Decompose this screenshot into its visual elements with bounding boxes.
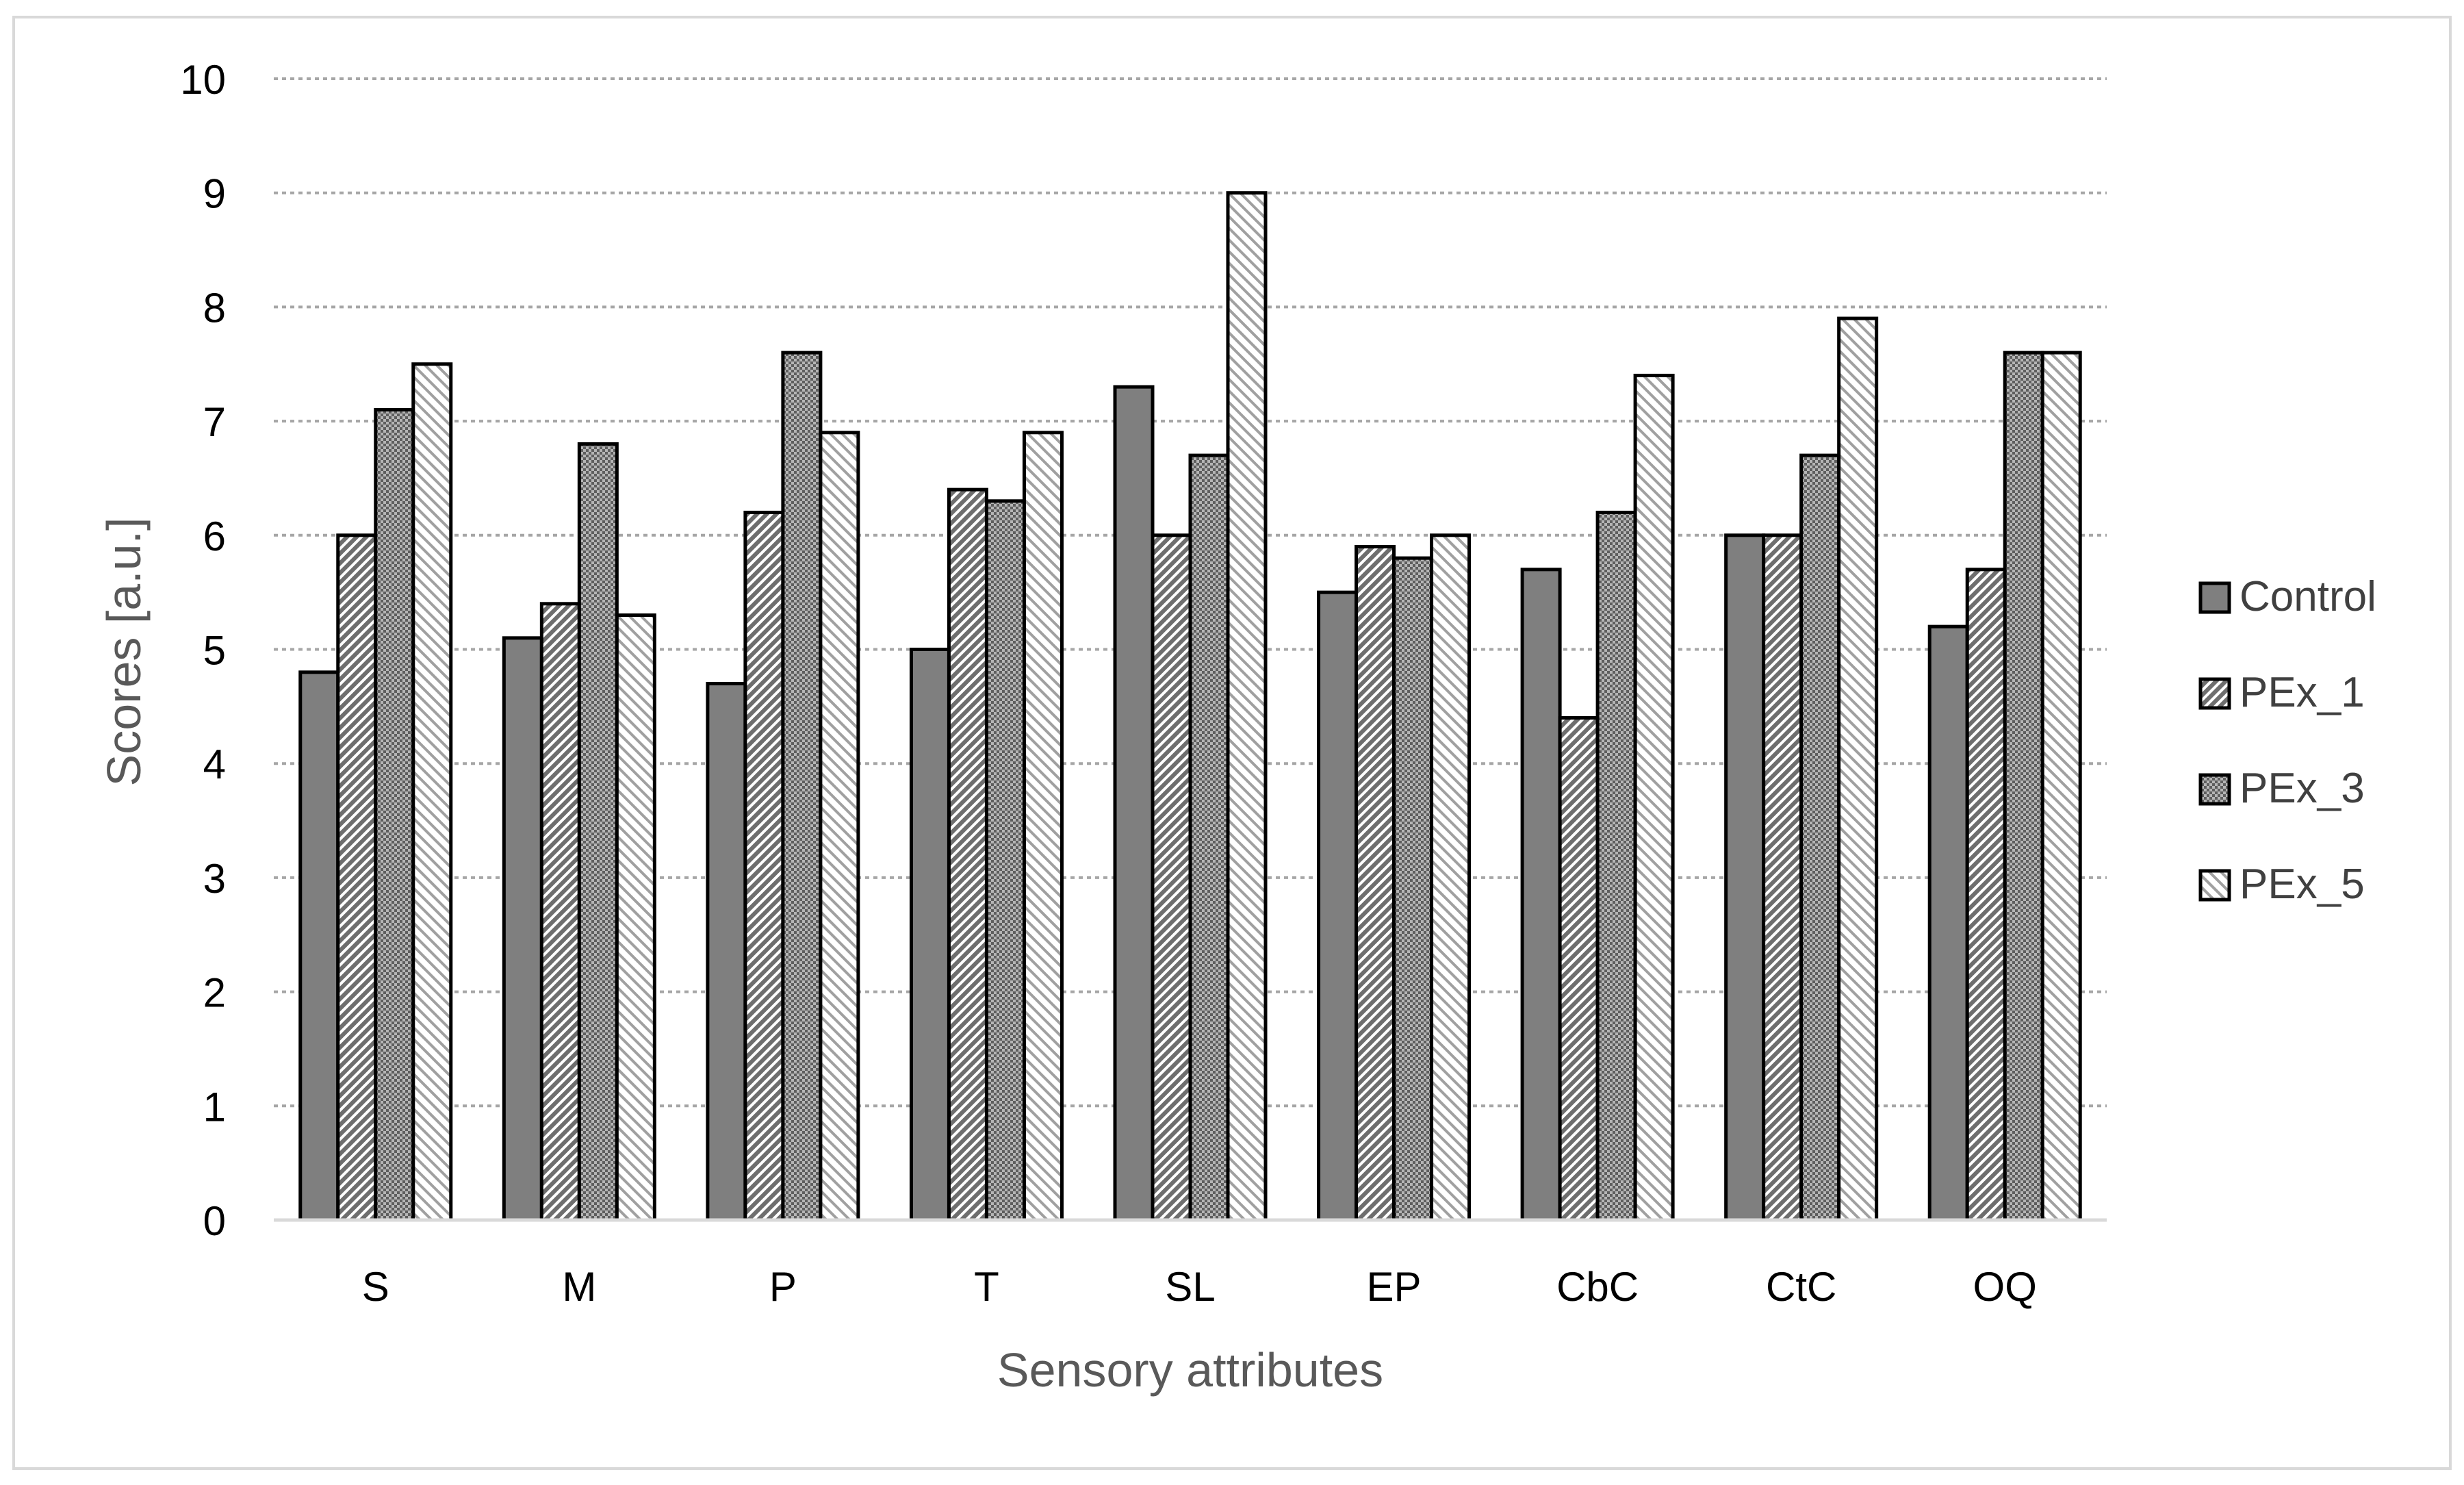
bar-pex-3-oq — [2003, 351, 2044, 1222]
bar-pex-1-oq — [1965, 568, 2007, 1222]
legend-label: PEx_5 — [2240, 861, 2365, 908]
bar-pex-5-cbc — [1633, 373, 1675, 1222]
legend-swatch — [2198, 773, 2231, 806]
y-tick-label: 1 — [203, 1084, 226, 1130]
bar-pex-5-p — [819, 431, 860, 1222]
bar-control-oq — [1927, 624, 1969, 1222]
bar-control-s — [298, 670, 340, 1222]
bar-pex-5-ctc — [1837, 316, 1879, 1222]
bar-pex-1-cbc — [1558, 716, 1600, 1222]
x-tick-label: SL — [1165, 1264, 1215, 1310]
bar-pex-5-ep — [1430, 533, 1472, 1222]
legend: Control PEx_1 PEx_3 PEx_5 — [2198, 573, 2376, 908]
bar-pex-1-sl — [1151, 533, 1192, 1222]
bar-pex-5-t — [1022, 431, 1064, 1222]
bar-pex-1-p — [743, 510, 785, 1222]
y-tick-label: 4 — [203, 741, 226, 787]
y-tick-label: 5 — [203, 628, 226, 674]
bar-pex-3-sl — [1188, 453, 1230, 1222]
legend-swatch — [2198, 677, 2231, 710]
bar-pex-5-sl — [1226, 191, 1268, 1222]
bar-control-m — [502, 636, 543, 1222]
x-tick-label: T — [974, 1264, 999, 1310]
y-axis-ticks: 0 1 2 3 4 5 6 7 8 9 10 — [180, 57, 226, 1244]
y-axis-label: Scores [a.u.] — [97, 518, 151, 787]
bar-pex-5-m — [615, 613, 656, 1222]
bars — [298, 191, 2082, 1222]
legend-label: Control — [2240, 573, 2376, 620]
x-tick-label: EP — [1367, 1264, 1422, 1310]
x-tick-label: S — [362, 1264, 389, 1310]
y-tick-label: 9 — [203, 171, 226, 217]
bar-control-cbc — [1520, 568, 1562, 1222]
x-tick-label: CtC — [1766, 1264, 1836, 1310]
bar-pex-5-s — [411, 362, 453, 1222]
bar-pex-3-m — [577, 442, 619, 1222]
y-tick-label: 2 — [203, 970, 226, 1016]
bar-pex-3-s — [374, 407, 415, 1222]
bar-pex-1-m — [539, 602, 581, 1222]
bar-pex-3-cbc — [1595, 510, 1637, 1222]
bar-pex-3-t — [984, 499, 1026, 1222]
x-tick-label: CbC — [1556, 1264, 1639, 1310]
legend-swatch — [2198, 581, 2231, 614]
bar-control-ctc — [1724, 533, 1766, 1222]
bar-control-p — [706, 682, 747, 1222]
bar-pex-1-ctc — [1762, 533, 1804, 1222]
x-axis-ticks: S M P T SL EP CbC CtC OQ — [362, 1264, 2037, 1310]
x-tick-label: M — [562, 1264, 596, 1310]
y-tick-label: 0 — [203, 1198, 226, 1244]
bar-pex-1-t — [947, 487, 988, 1222]
x-tick-label: OQ — [1973, 1264, 2037, 1310]
bar-control-ep — [1317, 590, 1359, 1222]
bar-pex-3-p — [781, 351, 823, 1222]
bar-pex-3-ep — [1392, 556, 1434, 1222]
bar-pex-3-ctc — [1799, 453, 1841, 1222]
x-tick-label: P — [769, 1264, 797, 1310]
bar-pex-1-s — [336, 533, 378, 1222]
y-tick-label: 8 — [203, 285, 226, 331]
y-tick-label: 6 — [203, 513, 226, 559]
bar-pex-5-oq — [2040, 351, 2082, 1222]
legend-label: PEx_3 — [2240, 765, 2365, 812]
legend-swatch — [2198, 869, 2231, 902]
bar-control-t — [909, 648, 951, 1222]
y-tick-label: 3 — [203, 856, 226, 902]
x-axis-label: Sensory attributes — [997, 1343, 1383, 1397]
y-tick-label: 10 — [180, 57, 226, 103]
legend-label: PEx_1 — [2240, 669, 2365, 716]
bar-pex-1-ep — [1355, 544, 1396, 1222]
bar-control-sl — [1113, 385, 1155, 1222]
y-tick-label: 7 — [203, 399, 226, 445]
